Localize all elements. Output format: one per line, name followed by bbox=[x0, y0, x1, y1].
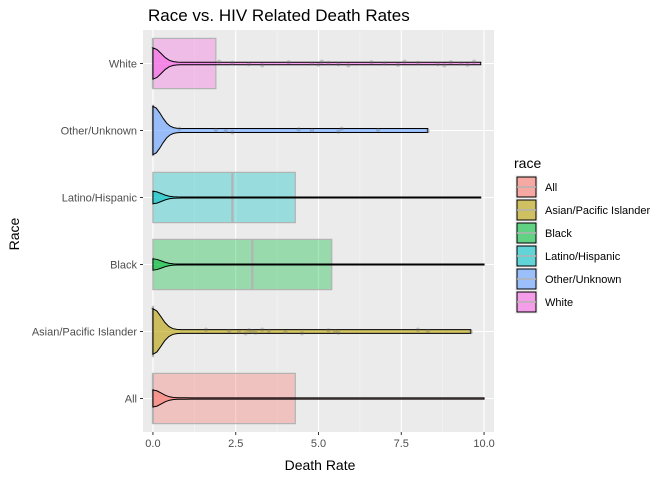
jitter-point bbox=[309, 61, 315, 66]
y-tick-label: Latino/Hispanic bbox=[62, 193, 138, 205]
violin-all bbox=[151, 388, 485, 408]
jitter-point bbox=[226, 328, 232, 334]
jitter-point bbox=[299, 331, 305, 336]
jitter-point bbox=[402, 59, 407, 64]
jitter-point bbox=[458, 61, 464, 66]
jitter-point bbox=[253, 330, 258, 335]
y-tick-label: Black bbox=[110, 260, 137, 272]
jitter-point bbox=[230, 60, 235, 66]
jitter-point bbox=[465, 62, 470, 67]
jitter-point bbox=[369, 60, 374, 65]
jitter-point bbox=[435, 61, 440, 67]
legend-label: Black bbox=[545, 228, 572, 240]
legend-title: race bbox=[514, 155, 541, 171]
y-tick-label: White bbox=[109, 59, 137, 71]
jitter-point bbox=[425, 328, 430, 334]
jitter-point bbox=[326, 328, 331, 333]
y-tick-label: Other/Unknown bbox=[61, 126, 137, 138]
jitter-point bbox=[260, 327, 265, 332]
x-tick-label: 7.5 bbox=[394, 438, 409, 450]
jitter-point bbox=[316, 62, 321, 67]
legend-label: Other/Unknown bbox=[545, 274, 621, 286]
legend-label: White bbox=[545, 297, 573, 309]
jitter-point bbox=[415, 327, 421, 332]
jitter-point bbox=[336, 129, 341, 134]
violin-white bbox=[151, 47, 482, 80]
x-tick-label: 5.0 bbox=[311, 438, 326, 450]
y-axis-title: Race bbox=[6, 217, 22, 250]
jitter-point bbox=[230, 130, 235, 135]
legend: race All Asian/Pacific Islander Black Latin… bbox=[514, 155, 650, 314]
jitter-point bbox=[203, 327, 209, 332]
x-axis-ticks: 0.0 2.5 5.0 7.5 10.0 bbox=[145, 432, 495, 450]
violin-asian-pacific-islander bbox=[151, 308, 472, 356]
legend-label: All bbox=[545, 182, 557, 194]
jitter-point bbox=[260, 63, 265, 68]
jitter-point bbox=[468, 329, 474, 335]
jitter-point bbox=[332, 329, 338, 334]
jitter-point bbox=[250, 329, 255, 334]
jitter-point bbox=[448, 60, 454, 65]
x-tick-label: 2.5 bbox=[228, 438, 243, 450]
jitter-point bbox=[243, 331, 248, 336]
jitter-point bbox=[395, 62, 401, 67]
jitter-point bbox=[425, 128, 430, 134]
jitter-point bbox=[382, 61, 387, 66]
jitter-point bbox=[336, 330, 341, 335]
y-tick-label: All bbox=[125, 394, 137, 406]
legend-item: Latino/Hispanic bbox=[515, 244, 621, 268]
jitter-point bbox=[471, 59, 477, 64]
jitter-point bbox=[213, 127, 219, 133]
jitter-point bbox=[319, 59, 325, 64]
y-tick-label: Asian/Pacific Islander bbox=[32, 327, 137, 339]
legend-item: All bbox=[515, 175, 557, 199]
jitter-point bbox=[283, 329, 288, 335]
jitter-point bbox=[246, 328, 252, 333]
legend-item: Black bbox=[515, 221, 572, 245]
legend-item: White bbox=[515, 290, 573, 314]
violin-black bbox=[151, 257, 485, 271]
jitter-point bbox=[415, 60, 421, 66]
jitter-point bbox=[216, 59, 222, 64]
violin-latino-hispanic bbox=[151, 190, 482, 205]
violin-layer bbox=[151, 47, 485, 408]
jitter-point bbox=[236, 329, 242, 335]
legend-item: Asian/Pacific Islander bbox=[515, 198, 650, 222]
y-axis-ticks: All Asian/Pacific Islander Black Latino/His… bbox=[32, 59, 143, 406]
jitter-point bbox=[286, 60, 291, 65]
jitter-point bbox=[266, 328, 272, 334]
jitter-point bbox=[336, 61, 341, 67]
jitter-point bbox=[223, 128, 228, 134]
x-axis-title: Death Rate bbox=[285, 457, 356, 473]
legend-label: Asian/Pacific Islander bbox=[545, 205, 650, 217]
x-tick-label: 0.0 bbox=[145, 438, 160, 450]
jitter-point bbox=[375, 127, 381, 133]
legend-label: Latino/Hispanic bbox=[545, 251, 621, 263]
x-tick-label: 10.0 bbox=[473, 438, 494, 450]
jitter-point bbox=[177, 126, 182, 131]
jitter-point bbox=[339, 126, 344, 131]
legend-item: Other/Unknown bbox=[515, 267, 621, 291]
jitter-point bbox=[442, 63, 447, 68]
jitter-points-layer bbox=[177, 59, 477, 336]
jitter-point bbox=[309, 128, 315, 133]
jitter-point bbox=[326, 60, 331, 66]
jitter-point bbox=[296, 127, 301, 132]
chart-title: Race vs. HIV Related Death Rates bbox=[148, 6, 410, 25]
jitter-point bbox=[346, 63, 351, 68]
jitter-point bbox=[246, 61, 252, 67]
violin-other-unknown bbox=[152, 105, 429, 156]
